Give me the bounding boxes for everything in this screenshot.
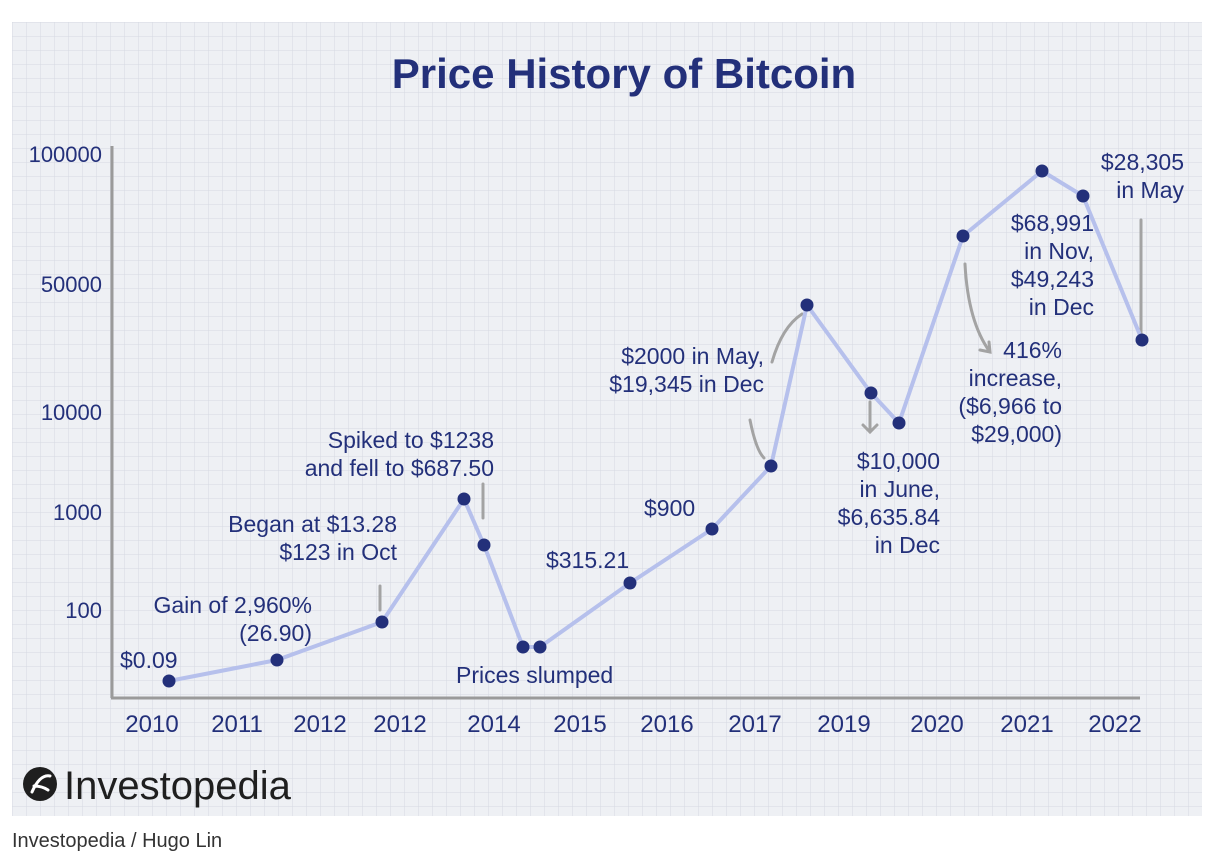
annotation-a10: $68,991 in Nov, $49,243 in Dec [1011,210,1094,320]
annotation-line: in Dec [1029,294,1094,320]
annotation-line: in June, [859,476,940,502]
annotation-a11: $28,305 in May [1101,149,1185,203]
chart-grid [12,22,1202,816]
annotation-a1: Gain of 2,960% (26.90) [153,592,312,646]
arrow-2017-top [770,312,804,364]
annotation-line: (26.90) [239,620,312,646]
annotation-a6: $900 [644,495,695,521]
x-tick-label: 2012 [373,711,426,738]
chart-svg: Price History of Bitcoin 100000500001000… [12,22,1202,816]
x-tick-label: 2017 [728,711,781,738]
data-point [516,640,530,654]
arrow-2020 [963,262,992,354]
data-point [533,640,547,654]
annotation-a8: $10,000 in June, $6,635.84 in Dec [838,448,941,558]
y-tick-label: 10000 [41,400,102,425]
annotation-line: increase, [969,365,1062,391]
data-point [477,538,491,552]
investopedia-logo-icon [23,767,57,801]
x-tick-label: 2012 [293,711,346,738]
annotation-line: $28,305 [1101,149,1184,175]
chart-card: Price History of Bitcoin 100000 50000 1000… [12,22,1202,816]
annotation-line: Spiked to $1238 [328,427,494,453]
annotation-line: $123 in Oct [279,539,397,565]
annotation-a4: Prices slumped [456,662,613,688]
annotation-line: in May [1116,177,1184,203]
arrow-2017-bottom [748,418,766,460]
x-tick-label: 2019 [817,711,870,738]
annotation-a0: $0.09 [120,647,178,673]
annotation-line: $49,243 [1011,266,1094,292]
investopedia-logo: Investopedia [23,764,292,808]
data-point [375,615,389,629]
x-tick-label: 2014 [467,711,520,738]
y-tick-labels: 100000 50000 10000 1000 100 [29,142,102,623]
y-tick-label: 50000 [41,272,102,297]
arrow-2019 [861,400,879,435]
data-point [1076,189,1090,203]
annotation-line: Gain of 2,960% [153,592,312,618]
annotation-a5: $315.21 [546,547,629,573]
annotation-a3: Spiked to $1238 and fell to $687.50 [305,427,494,481]
data-point [764,459,778,473]
annotation-line: ($6,966 to [958,393,1062,419]
annotation-line: in Dec [875,532,940,558]
image-credit: Investopedia / Hugo Lin [12,830,223,852]
annotation-line: in Nov, [1024,238,1094,264]
x-tick-label: 2011 [211,711,263,738]
x-tick-labels: 2010 2011 2012 2012 2014 2015 2016 2017 2019 2020… [125,711,1141,738]
y-tick-label: 1000 [53,500,102,525]
data-point [162,674,176,688]
chart-title: Price History of Bitcoin [392,50,856,97]
annotation-line: $19,345 in Dec [609,371,764,397]
data-point [623,576,637,590]
y-tick-label: 100000 [29,142,102,167]
annotation-line: $29,000) [971,421,1062,447]
data-point [1035,164,1049,178]
annotation-line: $10,000 [857,448,940,474]
data-point [457,492,471,506]
annotation-line: $68,991 [1011,210,1094,236]
x-tick-label: 2010 [125,711,178,738]
annotation-line: Prices slumped [456,662,613,688]
annotation-line: 416% [1003,337,1062,363]
axes [110,146,1140,700]
data-point [864,386,878,400]
data-point [270,653,284,667]
annotation-line: and fell to $687.50 [305,455,494,481]
annotation-line: Began at $13.28 [228,511,397,537]
annotation-arrows [378,218,1143,612]
data-point [800,298,814,312]
annotation-a9: 416% increase, ($6,966 to $29,000) [958,337,1062,447]
annotation-a7: $2000 in May, $19,345 in Dec [609,343,764,397]
data-point [705,522,719,536]
data-point [1135,333,1149,347]
annotation-a2: Began at $13.28 $123 in Oct [228,511,397,565]
y-tick-label: 100 [65,598,102,623]
annotation-line: $6,635.84 [838,504,941,530]
logo-text: Investopedia [64,764,292,808]
data-point [956,229,970,243]
series-points [162,164,1149,688]
annotation-line: $900 [644,495,695,521]
annotation-line: $0.09 [120,647,178,673]
annotation-line: $2000 in May, [621,343,764,369]
x-tick-label: 2021 [1000,711,1053,738]
x-tick-label: 2022 [1088,711,1141,738]
data-point [892,416,906,430]
x-tick-label: 2015 [553,711,606,738]
logo-mark [30,774,52,794]
x-tick-label: 2016 [640,711,693,738]
x-tick-label: 2020 [910,711,963,738]
annotation-line: $315.21 [546,547,629,573]
